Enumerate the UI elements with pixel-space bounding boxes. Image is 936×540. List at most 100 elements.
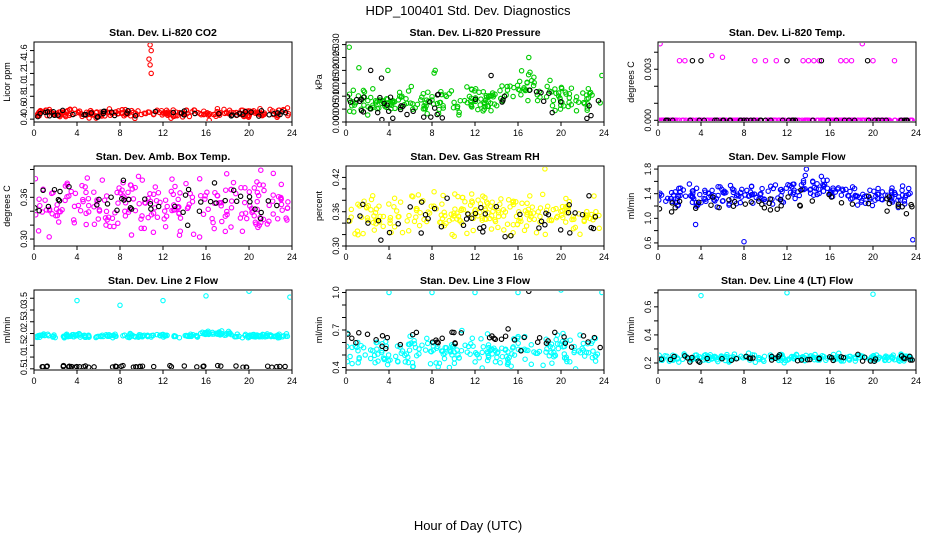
data-point-secondary: [542, 222, 548, 228]
y-tick-label: 3.5: [19, 292, 29, 305]
data-point-main: [441, 209, 447, 216]
x-tick-label: 24: [911, 376, 921, 386]
data-point-secondary: [198, 199, 204, 205]
chart-temp: Stan. Dev. Li-820 Temp. degrees C 0 4 8 12 16 2…: [626, 27, 921, 138]
data-point-main: [405, 228, 412, 234]
data-point-secondary: [659, 206, 663, 212]
data-point-secondary: [886, 194, 892, 200]
data-point-secondary: [248, 109, 254, 115]
data-point-main: [61, 334, 68, 340]
data-point-main: [253, 221, 259, 227]
data-point-main: [528, 361, 535, 368]
data-point-secondary: [762, 117, 769, 121]
outlier-point: [209, 329, 216, 336]
data-point-secondary: [428, 114, 434, 120]
data-point-main: [537, 205, 544, 211]
data-point-main: [800, 180, 807, 186]
data-point-secondary: [468, 215, 475, 221]
data-point-secondary: [830, 357, 836, 364]
data-point-secondary: [36, 207, 42, 214]
data-point-main: [186, 333, 193, 339]
data-point-main: [72, 190, 79, 197]
data-point-main: [171, 207, 178, 213]
data-point-secondary: [865, 200, 872, 207]
data-point-main: [818, 173, 825, 180]
data-point-main: [85, 209, 92, 215]
data-point-main: [836, 350, 842, 357]
data-point-main: [467, 202, 474, 208]
x-tick-label: 4: [74, 252, 79, 262]
data-point-main: [745, 193, 752, 199]
data-point-main: [758, 190, 764, 197]
data-point-main: [77, 207, 84, 214]
data-point-main: [380, 223, 386, 230]
data-point-main: [403, 96, 409, 102]
y-tick-label: 0.36: [331, 203, 341, 221]
chart-line2: Stan. Dev. Line 2 Flow ml/min 0 4 8 12 16 20 24 0…: [2, 275, 297, 386]
data-point-secondary: [472, 96, 479, 103]
data-point-main: [558, 102, 564, 108]
data-point-main: [86, 115, 92, 121]
data-point-secondary: [540, 98, 547, 105]
data-point-main: [516, 87, 523, 93]
data-point-secondary: [257, 215, 264, 222]
data-point-main: [256, 222, 263, 229]
data-point-secondary: [785, 194, 791, 200]
data-point-main: [45, 331, 51, 338]
data-point-main: [483, 199, 490, 205]
data-point-main: [471, 97, 478, 103]
outlier-point: [542, 167, 548, 172]
data-point-main: [427, 348, 434, 354]
data-point-secondary: [185, 186, 192, 193]
data-point-secondary: [349, 335, 355, 342]
outlier-point: [870, 57, 876, 64]
data-point-main: [119, 107, 125, 113]
data-point-secondary: [139, 363, 146, 369]
x-tick-label: 20: [556, 128, 566, 138]
data-point-main: [502, 209, 509, 215]
data-point-main: [789, 184, 795, 190]
data-point-main: [80, 196, 86, 203]
outlier-point: [526, 54, 532, 61]
data-point-main: [147, 198, 154, 205]
data-point-main: [456, 112, 462, 118]
data-point-main: [39, 209, 46, 215]
data-point-secondary: [779, 117, 786, 121]
data-point-secondary: [282, 363, 288, 369]
y-tick-label: 0.020: [331, 59, 341, 82]
data-point-secondary: [584, 115, 590, 121]
data-point-secondary: [50, 109, 57, 115]
data-point-main: [251, 185, 258, 191]
data-point-secondary: [435, 91, 441, 98]
data-points: [659, 43, 915, 121]
data-point-main: [663, 198, 669, 204]
x-tick-label: 16: [201, 376, 211, 386]
data-point-secondary: [120, 177, 127, 184]
data-point-main: [455, 352, 461, 358]
data-point-main: [554, 332, 561, 338]
data-point-secondary: [472, 210, 479, 217]
data-point-main: [524, 79, 530, 86]
data-point-main: [224, 208, 230, 215]
data-point-secondary: [66, 183, 72, 190]
data-points: [347, 167, 602, 243]
data-point-secondary: [444, 195, 450, 201]
data-point-main: [568, 101, 575, 108]
data-point-secondary: [704, 355, 710, 362]
x-tick-label: 4: [386, 376, 391, 386]
data-point-main: [427, 361, 434, 367]
data-point-main: [501, 227, 507, 233]
data-point-secondary: [767, 207, 774, 213]
data-point-main: [152, 184, 159, 190]
data-point-secondary: [57, 188, 63, 195]
data-point-main: [355, 232, 361, 238]
data-point-main: [849, 117, 856, 121]
data-point-main: [419, 94, 425, 100]
data-point-main: [580, 99, 587, 106]
data-point-secondary: [728, 357, 735, 363]
data-point-main: [879, 189, 886, 195]
chart-panels: Stan. Dev. Li-820 CO2 Licor ppm 0 4 8 12 16 20 2…: [2, 27, 921, 386]
data-point-secondary: [907, 357, 914, 363]
data-point-main: [373, 339, 379, 346]
data-point-secondary: [669, 200, 675, 206]
